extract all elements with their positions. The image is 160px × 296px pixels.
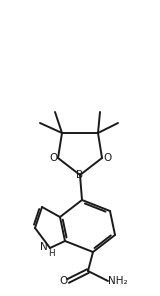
Text: B: B [76, 170, 84, 180]
Text: NH₂: NH₂ [108, 276, 128, 286]
Text: H: H [48, 249, 54, 258]
Text: N: N [40, 242, 48, 252]
Text: O: O [103, 153, 111, 163]
Text: O: O [49, 153, 57, 163]
Text: O: O [59, 276, 67, 286]
